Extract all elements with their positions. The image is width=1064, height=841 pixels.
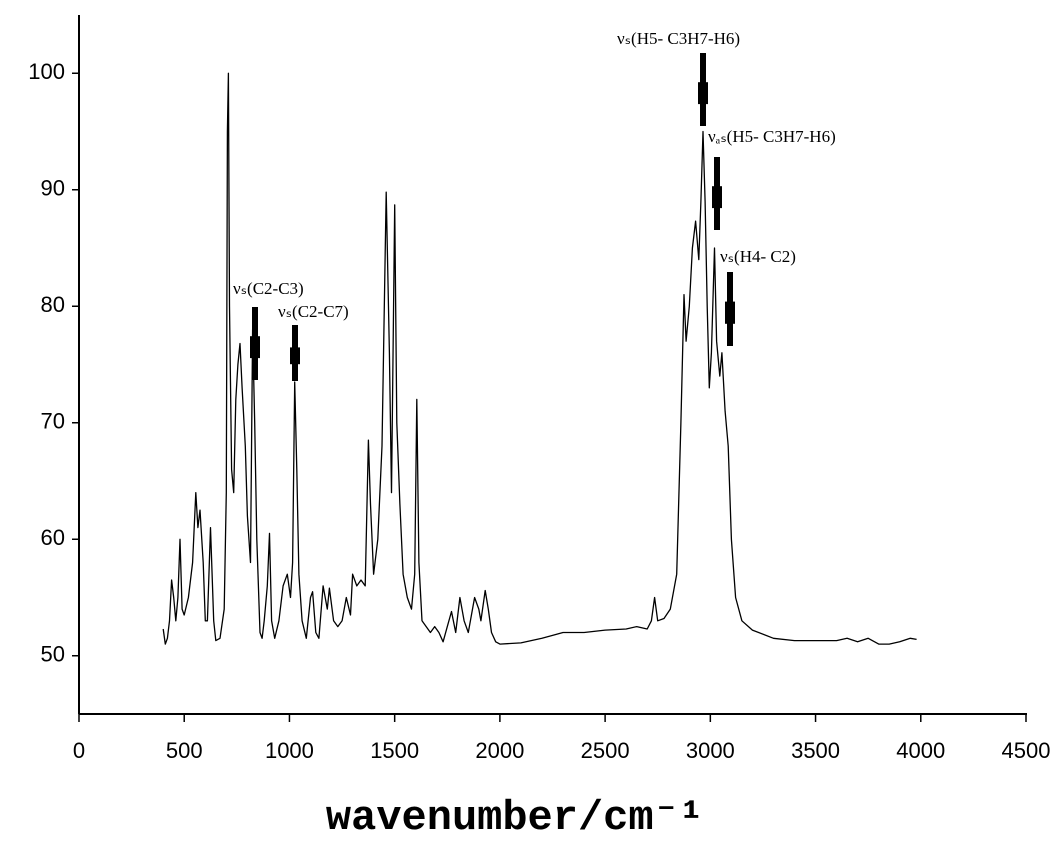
x-tick-label: 0	[73, 738, 85, 763]
annotation-arrow-head	[712, 186, 722, 209]
annotation: νₛ(H4- C2)	[720, 247, 796, 266]
x-tick-label: 3000	[686, 738, 735, 763]
y-tick-label: 100	[28, 59, 65, 84]
x-axis-label: wavenumber/cm⁻¹	[326, 794, 704, 841]
x-tick-label: 2000	[475, 738, 524, 763]
x-tick-label: 1000	[265, 738, 314, 763]
x-tick-label: 4000	[896, 738, 945, 763]
annotation: νₛ(C2-C3)	[233, 279, 304, 298]
annotation-arrow-head	[250, 336, 260, 359]
x-tick-label: 3500	[791, 738, 840, 763]
y-tick-label: 60	[41, 525, 65, 550]
x-tick-label: 1500	[370, 738, 419, 763]
y-tick-label: 50	[41, 642, 65, 667]
annotation-arrow-head	[290, 347, 300, 365]
y-tick-label: 90	[41, 176, 65, 201]
y-tick-label: 70	[41, 409, 65, 434]
x-tick-label: 500	[166, 738, 203, 763]
annotation: νₐₛ(H5- C3H7-H6)	[708, 127, 836, 146]
annotation-arrow-head	[725, 301, 735, 324]
spectrum-line	[162, 72, 917, 645]
annotation: νₛ(C2-C7)	[278, 302, 349, 321]
x-tick-label: 2500	[581, 738, 630, 763]
x-tick-label: 4500	[1002, 738, 1051, 763]
annotation-arrow-head	[698, 82, 708, 105]
y-tick-label: 80	[41, 292, 65, 317]
annotation: νₛ(H5- C3H7-H6)	[617, 29, 740, 48]
